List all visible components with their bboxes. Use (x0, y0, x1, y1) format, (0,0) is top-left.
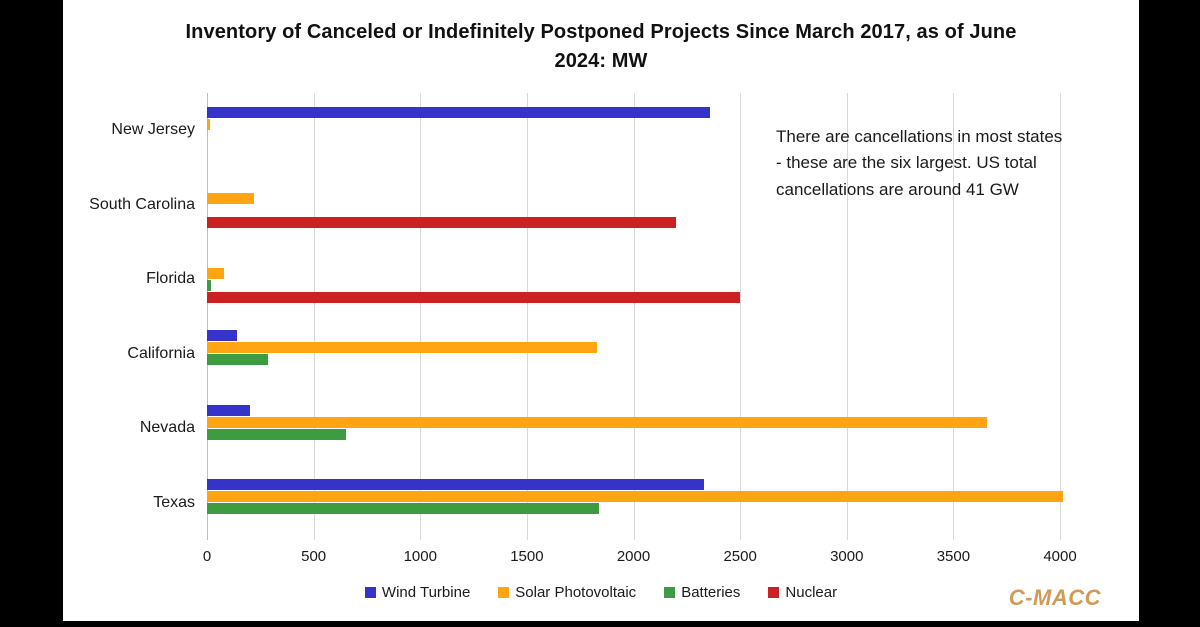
x-tick-label: 1500 (510, 548, 544, 565)
bar-slot (207, 428, 1060, 440)
bar-florida-nuclear (207, 291, 741, 303)
bar-slot (207, 217, 1060, 229)
bar-nevada-batteries (207, 428, 346, 440)
bar-slot (207, 354, 1060, 366)
bar-slot (207, 366, 1060, 378)
value-axis: 0 500 1000 1500 2000 2500 3000 3500 4000 (203, 548, 1077, 568)
bar-florida-solar-photovoltaic (207, 267, 225, 279)
x-tick-label: 1000 (403, 548, 437, 565)
category-label: Texas (153, 493, 195, 511)
legend-item: Wind Turbine (364, 584, 471, 601)
bar-new-jersey-wind-turbine (207, 106, 711, 118)
bar-california-solar-photovoltaic (207, 342, 598, 354)
category-band (207, 167, 1060, 241)
category-band (207, 317, 1060, 391)
bar-texas-solar-photovoltaic (207, 491, 1064, 503)
category-label: South Carolina (89, 195, 195, 213)
legend-swatch-icon (768, 587, 780, 598)
annotation-text: There are cancellations in most states -… (776, 127, 1063, 199)
bar-slot (207, 479, 1060, 491)
bar-new-jersey-solar-photovoltaic (207, 118, 211, 130)
bar-california-wind-turbine (207, 330, 237, 342)
x-tick-label: 3000 (830, 548, 864, 565)
bar-slot (207, 279, 1060, 291)
gridline (846, 93, 848, 540)
x-tick-label: 2500 (723, 548, 757, 565)
category-label: Florida (146, 270, 195, 288)
bar-south-carolina-solar-photovoltaic (207, 193, 254, 205)
legend-label: Solar Photovoltaic (515, 584, 637, 601)
bar-slot (207, 416, 1060, 428)
gridline (526, 93, 528, 540)
bar-slot (207, 118, 1060, 130)
bar-slot (207, 255, 1060, 267)
axis-line (207, 93, 208, 540)
legend-label: Batteries (681, 584, 741, 601)
chart-title: Inventory of Canceled or Indefinitely Po… (185, 21, 1017, 72)
bar-south-carolina-nuclear (207, 217, 677, 229)
bar-slot (207, 291, 1060, 303)
gridline (1060, 93, 1061, 540)
bar-slot (207, 342, 1060, 354)
category-band (207, 93, 1060, 167)
legend-item: Batteries (664, 584, 740, 601)
bar-slot (207, 330, 1060, 342)
legend-swatch-icon (498, 587, 510, 598)
legend-item: Nuclear (768, 584, 837, 601)
bar-slot (207, 404, 1060, 416)
bar-slot (207, 503, 1060, 515)
bar-group (207, 330, 1060, 378)
legend-swatch-icon (664, 587, 676, 598)
gridline (953, 93, 955, 540)
bar-nevada-wind-turbine (207, 404, 250, 416)
x-tick-label: 500 (301, 548, 327, 565)
bar-texas-wind-turbine (207, 479, 704, 491)
gridline (740, 93, 742, 540)
gridline (633, 93, 635, 540)
category-label: California (127, 344, 195, 362)
bar-group (207, 181, 1060, 229)
bar-nevada-solar-photovoltaic (207, 416, 988, 428)
legend-label: Wind Turbine (381, 584, 471, 601)
bar-group (207, 255, 1060, 303)
bar-california-batteries (207, 354, 268, 366)
chart-panel: Inventory of Canceled or Indefinitely Po… (63, 0, 1139, 621)
x-tick-label: 0 (202, 548, 212, 565)
gridline (420, 93, 422, 540)
bar-slot (207, 106, 1060, 118)
plot-area (207, 93, 1064, 540)
bar-slot (207, 193, 1060, 205)
category-axis: New Jersey South Carolina Florida Californi… (63, 93, 195, 540)
bar-slot (207, 515, 1060, 527)
category-band (207, 242, 1060, 316)
bar-slot (207, 491, 1064, 503)
bar-slot (207, 205, 1060, 217)
legend-item: Solar Photovoltaic (498, 584, 636, 601)
gridline (313, 93, 315, 540)
bar-florida-batteries (207, 279, 212, 291)
x-tick-label: 2000 (616, 548, 651, 565)
bar-slot (207, 267, 1060, 279)
bar-group (207, 479, 1064, 527)
cmacc-logo: C-MACC (1008, 585, 1101, 610)
category-label: New Jersey (111, 121, 195, 139)
category-band (207, 391, 1060, 465)
legend: Wind Turbine Solar Photovoltaic Batteries N… (63, 584, 1139, 601)
category-band (207, 466, 1064, 540)
legend-label: Nuclear (785, 584, 838, 601)
x-tick-label: 4000 (1043, 548, 1077, 565)
bar-group (207, 404, 1060, 452)
x-tick-label: 3500 (936, 548, 971, 565)
bar-texas-batteries (207, 503, 600, 515)
legend-swatch-icon (364, 587, 376, 598)
bar-group (207, 106, 1060, 154)
bar-slot (207, 440, 1060, 452)
category-label: Nevada (139, 419, 195, 437)
